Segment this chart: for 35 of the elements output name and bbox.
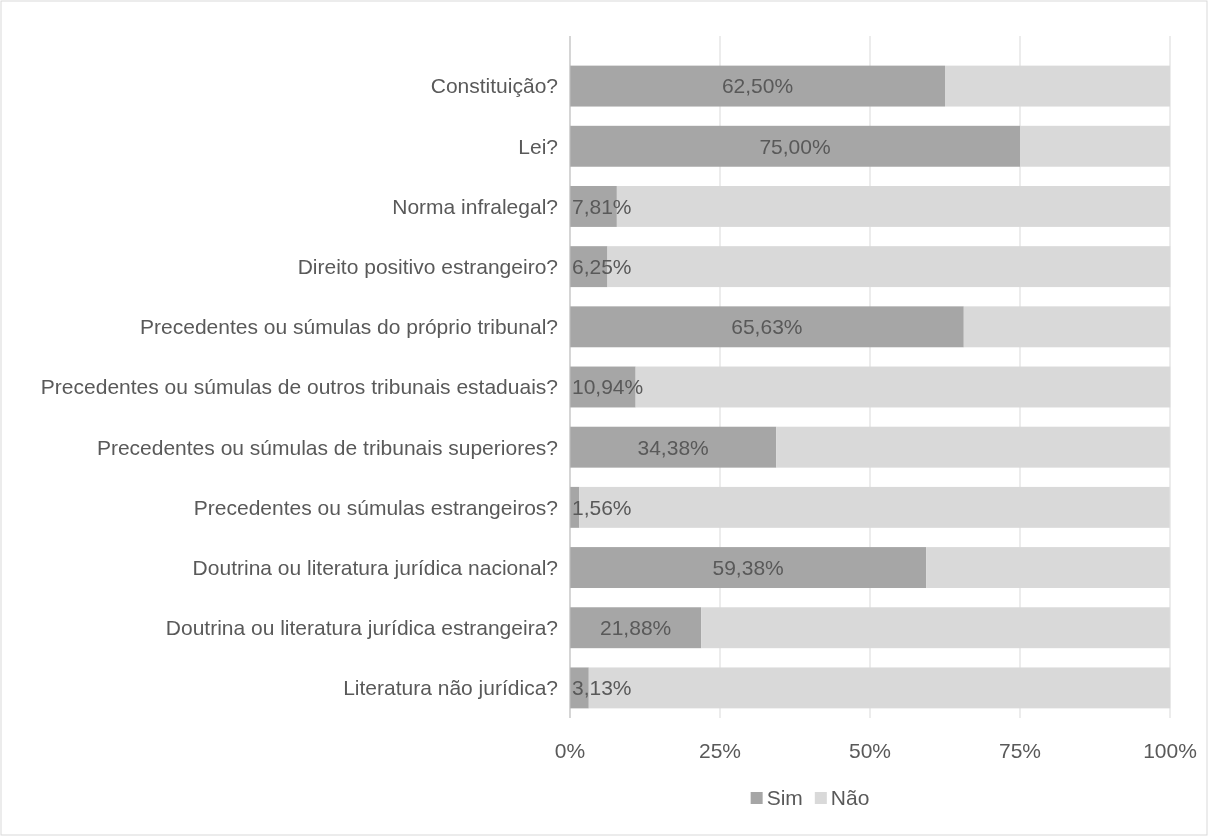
y-tick-label: Constituição? xyxy=(430,74,558,98)
y-tick-label: Lei? xyxy=(518,134,558,158)
data-label: 21,88% xyxy=(600,616,672,640)
legend-label: Sim xyxy=(766,786,803,810)
x-tick-label: 50% xyxy=(848,739,892,762)
y-tick-label: Norma infralegal? xyxy=(392,194,558,218)
x-tick-label: 100% xyxy=(1143,739,1197,762)
x-tick-label: 75% xyxy=(998,739,1042,762)
bar xyxy=(570,306,964,348)
y-tick-label: Precedentes ou súmulas estrangeiros? xyxy=(193,495,558,519)
y-tick-label: Precedentes ou súmulas do próprio tribunal? xyxy=(140,315,558,339)
data-label: 6,25% xyxy=(572,254,632,278)
y-tick-label: Direito positivo estrangeiro? xyxy=(297,254,558,278)
data-label: 3,13% xyxy=(572,676,632,700)
data-label: 75,00% xyxy=(759,134,831,158)
data-label: 62,50% xyxy=(721,74,794,98)
x-tick-label: 25% xyxy=(698,739,742,762)
data-label: 65,63% xyxy=(731,315,803,339)
data-label: 59,38% xyxy=(712,555,784,579)
y-tick-label: Precedentes ou súmulas de tribunais superiores? xyxy=(96,435,558,459)
y-tick-label: Doutrina ou literatura jurídica estrangeira? xyxy=(165,616,558,640)
y-tick-label: Precedentes ou súmulas de outros tribunais estaduais? xyxy=(40,375,558,399)
bar xyxy=(570,547,927,589)
bar xyxy=(570,607,702,649)
y-tick-label: Literatura não jurídica? xyxy=(343,676,558,700)
data-label: 1,56% xyxy=(572,495,632,519)
bar xyxy=(570,65,945,107)
bar xyxy=(570,426,777,468)
data-label: 34,38% xyxy=(637,435,709,459)
data-label: 10,94% xyxy=(572,375,644,399)
bar xyxy=(570,125,1020,167)
legend-label: Não xyxy=(830,786,870,810)
data-label: 7,81% xyxy=(572,194,632,218)
x-tick-label: 0% xyxy=(554,739,586,762)
y-tick-label: Doutrina ou literatura jurídica nacional? xyxy=(192,555,558,579)
